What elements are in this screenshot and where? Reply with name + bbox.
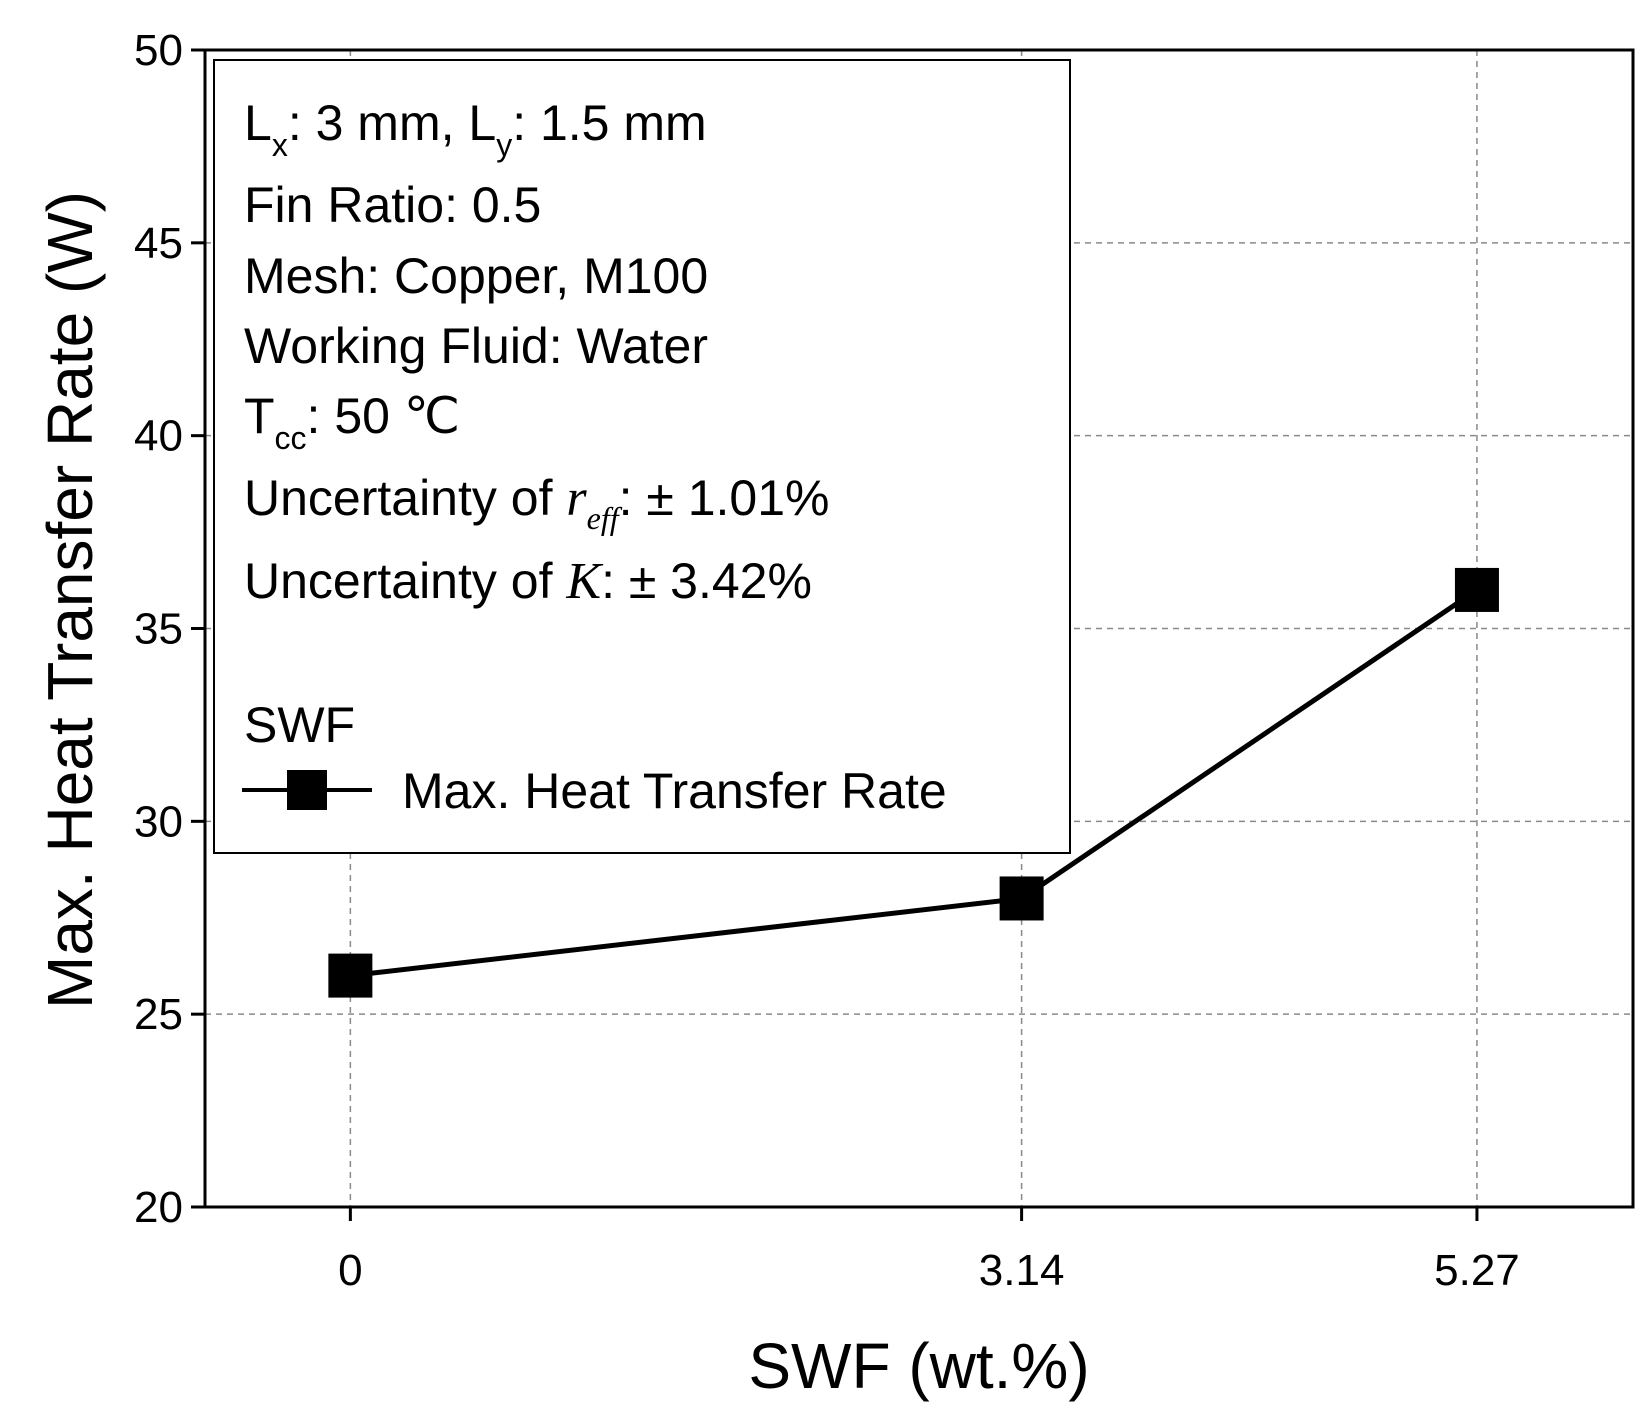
annotation-tcc: Tcc: 50 ℃ bbox=[244, 388, 460, 456]
legend-entry-label: Max. Heat Transfer Rate bbox=[402, 763, 947, 819]
y-tick-label: 25 bbox=[134, 990, 183, 1039]
data-point-marker bbox=[1454, 567, 1499, 612]
x-axis-title: SWF (wt.%) bbox=[748, 1330, 1089, 1402]
x-tick-label: 0 bbox=[338, 1246, 362, 1295]
y-tick-label: 20 bbox=[134, 1183, 183, 1232]
data-point-marker bbox=[328, 953, 373, 998]
x-tick-label: 3.14 bbox=[979, 1246, 1065, 1295]
annotation-uncertainty-k: Uncertainty of K: ± 3.42% bbox=[244, 553, 812, 610]
y-axis-title: Max. Heat Transfer Rate (W) bbox=[34, 191, 106, 1009]
legend-frame bbox=[213, 59, 1071, 854]
x-tick-label: 5.27 bbox=[1434, 1246, 1520, 1295]
data-point-marker bbox=[999, 876, 1044, 921]
legend-title: SWF bbox=[244, 697, 355, 753]
annotation-mesh: Mesh: Copper, M100 bbox=[244, 248, 708, 304]
y-axis: 20 25 30 35 40 45 50 bbox=[134, 26, 205, 1232]
y-tick-label: 40 bbox=[134, 412, 183, 461]
y-tick-label: 45 bbox=[134, 219, 183, 268]
annotation-working-fluid: Working Fluid: Water bbox=[244, 318, 708, 374]
legend-box: Lx: 3 mm, Ly: 1.5 mm Fin Ratio: 0.5 Mesh… bbox=[213, 59, 1071, 854]
y-tick-label: 30 bbox=[134, 797, 183, 846]
y-tick-label: 50 bbox=[134, 26, 183, 75]
annotation-lx-ly: Lx: 3 mm, Ly: 1.5 mm bbox=[244, 95, 707, 163]
annotation-fin-ratio: Fin Ratio: 0.5 bbox=[244, 177, 541, 233]
legend-marker-sample bbox=[287, 770, 327, 810]
y-tick-label: 35 bbox=[134, 605, 183, 654]
series-max-heat-transfer-rate bbox=[328, 567, 1499, 998]
annotation-uncertainty-reff: Uncertainty of reff: ± 1.01% bbox=[244, 470, 830, 536]
x-axis: 0 3.14 5.27 bbox=[338, 1207, 1520, 1295]
